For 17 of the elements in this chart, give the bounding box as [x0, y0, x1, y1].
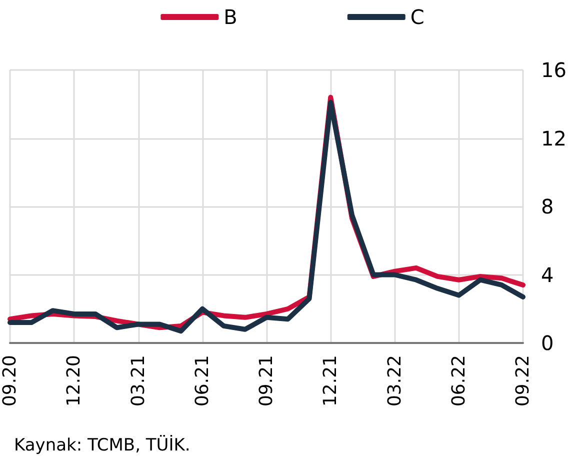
legend-label: C — [410, 5, 424, 29]
x-tick-label: 03.21 — [128, 355, 149, 407]
y-tick-label: 12 — [541, 126, 566, 150]
y-tick-label: 4 — [541, 262, 554, 287]
text: Kaynak: TCMB, TÜİK. — [14, 434, 190, 456]
x-tick-label: 09.21 — [256, 355, 277, 407]
x-tick-label: 03.22 — [384, 355, 406, 407]
x-tick-label: 09.20 — [0, 355, 20, 407]
x-tick-label: 06.22 — [448, 355, 470, 407]
x-tick-label: 09.22 — [512, 355, 534, 407]
y-tick-label: 0 — [541, 331, 554, 355]
y-tick-label: 16 — [541, 58, 566, 82]
x-tick-label: 06.21 — [192, 355, 213, 407]
x-tick-label: 12.21 — [320, 355, 342, 407]
legend-label: B — [224, 5, 238, 29]
y-tick-label: 8 — [541, 194, 554, 218]
x-tick-label: 12.20 — [64, 355, 85, 407]
